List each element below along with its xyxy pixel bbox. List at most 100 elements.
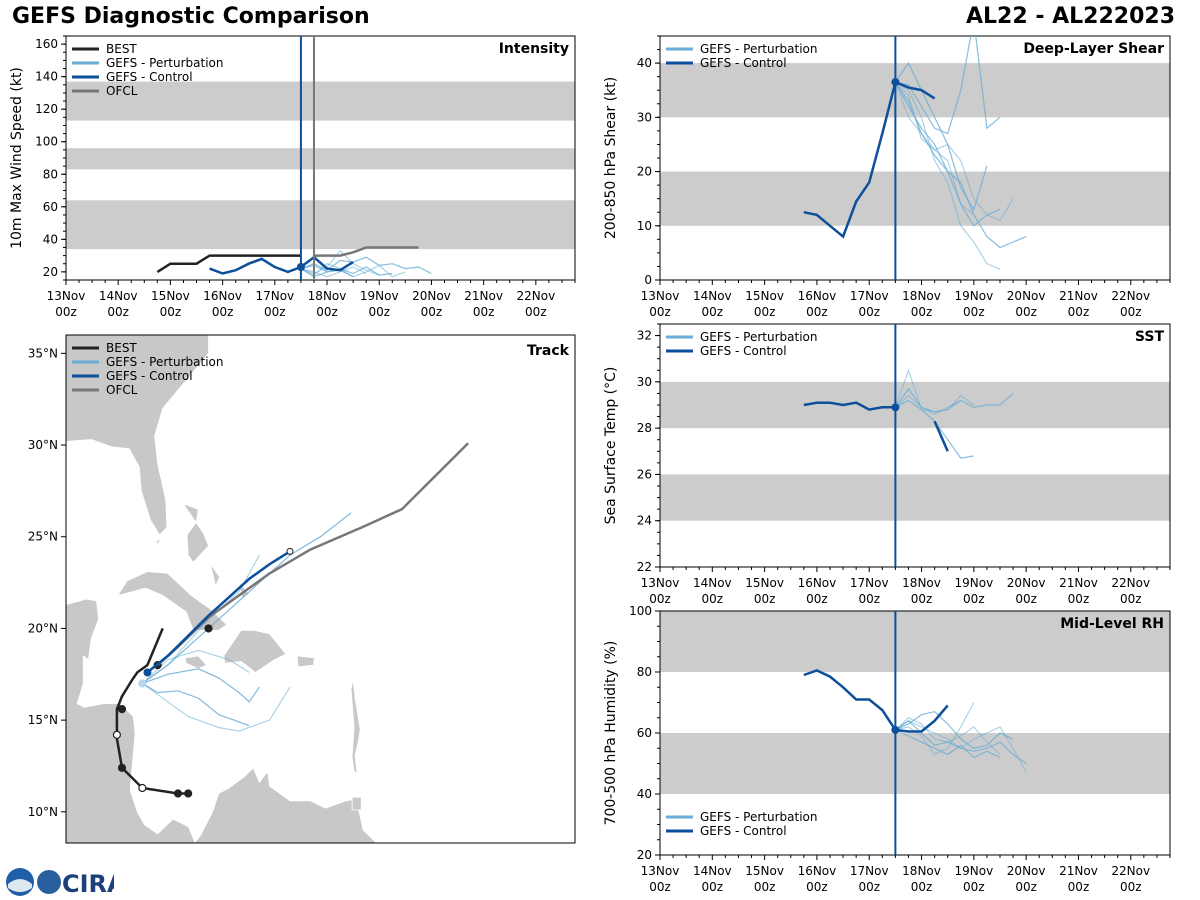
sst-xtick-label: 00z — [1068, 592, 1090, 606]
track-control-line — [146, 550, 291, 674]
rh-xtick-label: 00z — [649, 880, 671, 894]
sst-xtick-label: 14Nov — [693, 576, 732, 590]
track-axes-frame — [65, 334, 576, 844]
land-us-florida — [66, 335, 209, 536]
sst-xtick-label: 21Nov — [1059, 576, 1098, 590]
intensity-legend-label: BEST — [106, 42, 137, 56]
intensity-band — [66, 200, 575, 250]
intensity-ytick-label: 140 — [35, 70, 58, 84]
track-lat-label: 20°N — [28, 621, 58, 635]
intensity-xtick-label: 21Nov — [464, 289, 503, 303]
intensity-xtick-label: 20Nov — [412, 289, 451, 303]
storm-id: AL22 - AL222023 — [966, 4, 1175, 29]
shear-xtick-label: 00z — [963, 305, 985, 319]
rh-ytick-label: 80 — [637, 665, 652, 679]
sst-legend-label: GEFS - Control — [700, 344, 787, 358]
intensity-panel: 20 40 60 80 100 120 140 160 13Nov 00z 14Nov 00z 15No… — [9, 35, 576, 319]
shear-xtick-label: 00z — [649, 305, 671, 319]
rh-perturbation-line — [895, 710, 1014, 749]
sst-ytick-label: 28 — [637, 421, 652, 435]
track-best-marker — [204, 624, 213, 633]
shear-xtick-label: 22Nov — [1111, 289, 1150, 303]
rh-xtick-label: 18Nov — [902, 864, 941, 878]
rh-xtick-label: 13Nov — [641, 864, 680, 878]
track-lat-label: 25°N — [28, 530, 58, 544]
sst-ytick-label: 26 — [637, 467, 652, 481]
cira-logo: CIRA — [6, 868, 114, 898]
page-title: GEFS Diagnostic Comparison — [12, 4, 370, 29]
intensity-ytick-label: 160 — [35, 37, 58, 51]
track-best-marker — [112, 730, 122, 739]
shear-xtick-label: 00z — [702, 305, 724, 319]
shear-xtick-label: 00z — [1015, 305, 1037, 319]
shear-perturbation-line — [894, 81, 1027, 249]
intensity-perturbation-line — [300, 264, 354, 278]
sst-xtick-label: 20Nov — [1007, 576, 1046, 590]
shear-ytick-label: 10 — [637, 219, 652, 233]
track-lat-label: 10°N — [28, 805, 58, 819]
intensity-perturbation-line — [300, 256, 432, 275]
rh-xtick-label: 19Nov — [954, 864, 993, 878]
shear-ylabel: 200-850 hPa Shear (kt) — [603, 77, 619, 239]
shear-control-line — [803, 80, 936, 239]
sst-xtick-label: 00z — [649, 592, 671, 606]
sst-xtick-label: 16Nov — [798, 576, 837, 590]
intensity-xtick-label: 00z — [316, 305, 338, 319]
sst-legend-label: GEFS - Perturbation — [700, 330, 817, 344]
track-map — [66, 335, 575, 843]
intensity-xtick-label: 16Nov — [203, 289, 242, 303]
sst-data — [803, 324, 1014, 567]
rh-xtick-label: 22Nov — [1111, 864, 1150, 878]
intensity-xtick-label: 17Nov — [255, 289, 294, 303]
sst-xtick-label: 00z — [911, 592, 933, 606]
rh-title: Mid-Level RH — [1060, 616, 1164, 632]
intensity-xtick-label: 13Nov — [47, 289, 86, 303]
intensity-xtick-label: 14Nov — [99, 289, 138, 303]
rh-panel: 20 40 60 80 100 13Nov 00z 14Nov 00z 15Nov 00z 16Nov… — [603, 604, 1171, 894]
shear-xtick-label: 00z — [1120, 305, 1142, 319]
intensity-perturbation-line — [300, 266, 393, 278]
sst-xtick-label: 00z — [806, 592, 828, 606]
intensity-band — [66, 148, 575, 170]
shear-title: Deep-Layer Shear — [1023, 41, 1164, 57]
shear-ytick-label: 20 — [637, 165, 652, 179]
track-best-marker — [117, 763, 127, 772]
track-title: Track — [527, 343, 570, 359]
intensity-legend-label: GEFS - Perturbation — [106, 56, 223, 70]
rh-xtick-label: 00z — [1068, 880, 1090, 894]
track-perturbation-line — [141, 512, 352, 684]
shear-xtick-label: 00z — [1068, 305, 1090, 319]
shear-perturbation-line — [895, 81, 1001, 270]
cira-globe-icon — [37, 870, 61, 894]
intensity-xtick-label: 15Nov — [151, 289, 190, 303]
rh-data — [803, 611, 1027, 855]
intensity-ofcl-line — [314, 246, 419, 257]
shear-perturbation-line — [895, 36, 1001, 135]
shear-xtick-label: 14Nov — [693, 289, 732, 303]
intensity-xtick-label: 00z — [421, 305, 443, 319]
rh-init-marker — [891, 725, 900, 734]
intensity-ylabel: 10m Max Wind Speed (kt) — [9, 67, 25, 249]
track-best-marker — [117, 705, 127, 714]
track-best-line — [115, 627, 189, 795]
intensity-xtick-label: 00z — [473, 305, 495, 319]
track-perturbation-line — [141, 682, 250, 727]
rh-xtick-label: 00z — [1120, 880, 1142, 894]
intensity-ytick-label: 120 — [35, 102, 58, 116]
rh-xtick-label: 00z — [702, 880, 724, 894]
sst-title: SST — [1135, 329, 1165, 345]
rh-xtick-label: 00z — [911, 880, 933, 894]
intensity-band — [66, 81, 575, 121]
sst-control-line — [933, 420, 949, 452]
track-control-end-marker — [286, 547, 294, 555]
rh-ytick-label: 100 — [629, 604, 652, 618]
shear-init-marker — [891, 78, 900, 87]
rh-xtick-label: 00z — [858, 880, 880, 894]
shear-legend-label: GEFS - Perturbation — [700, 42, 817, 56]
rh-band — [660, 611, 1170, 672]
track-lat-label: 15°N — [28, 713, 58, 727]
shear-xtick-label: 16Nov — [798, 289, 837, 303]
cira-logo-text: CIRA — [62, 870, 114, 898]
intensity-ytick-label: 40 — [43, 232, 58, 246]
